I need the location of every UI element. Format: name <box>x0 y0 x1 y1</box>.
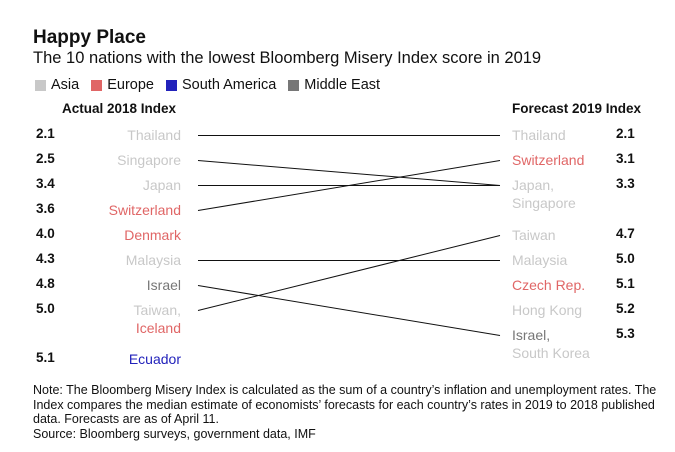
slope-line-singapore <box>197 160 501 186</box>
note-text: Note: The Bloomberg Misery Index is calc… <box>33 383 657 427</box>
left-column-header: Actual 2018 Index <box>62 101 177 116</box>
legend-swatch-middle-east <box>288 79 300 91</box>
left-label-singapore: Singapore <box>117 152 181 168</box>
right-value-1: 2.1 <box>616 126 635 141</box>
left-value-2: 2.5 <box>36 151 55 166</box>
slope-line-taiwan <box>197 235 501 311</box>
legend-label-europe: Europe <box>107 77 154 93</box>
left-value-1: 2.1 <box>36 126 55 141</box>
right-label-malaysia: Malaysia <box>512 252 568 268</box>
left-value-4: 3.6 <box>36 201 55 216</box>
right-label-czech-rep: Czech Rep. <box>512 277 586 293</box>
left-value-6: 4.3 <box>36 251 55 266</box>
right-value-4: 4.7 <box>616 226 635 241</box>
left-value-8: 5.0 <box>36 301 55 316</box>
chart-title: Happy Place <box>33 27 146 48</box>
left-value-9: 5.1 <box>36 350 55 365</box>
right-label-taiwan: Taiwan <box>512 227 556 243</box>
right-value-8: 5.3 <box>616 326 635 341</box>
right-label-south-korea: South Korea <box>512 345 590 361</box>
right-value-5: 5.0 <box>616 251 635 266</box>
right-value-7: 5.2 <box>616 301 635 316</box>
left-label-malaysia: Malaysia <box>125 252 181 268</box>
legend-swatch-europe <box>91 79 103 91</box>
right-value-6: 5.1 <box>616 276 635 291</box>
legend-item-middle-east: Middle East <box>288 77 380 93</box>
legend-swatch-asia <box>35 79 46 91</box>
slope-line-switzerland <box>197 160 501 211</box>
left-label-switzerland: Switzerland <box>108 202 181 218</box>
legend-item-south-america: South America <box>165 77 277 93</box>
legend-swatch-south-america <box>165 79 177 91</box>
legend-label-south-america: South America <box>181 77 277 93</box>
right-label-hong-kong: Hong Kong <box>512 302 583 318</box>
legend-item-asia: Asia <box>35 77 79 93</box>
legend: Asia Europe South America Middle East <box>35 77 380 93</box>
right-label-thailand: Thailand <box>512 127 566 143</box>
left-label-israel: Israel <box>146 277 181 293</box>
left-label-denmark: Denmark <box>124 227 181 243</box>
right-label-switzerland: Switzerland <box>512 152 585 168</box>
legend-item-europe: Europe <box>91 77 154 93</box>
left-value-5: 4.0 <box>36 226 55 241</box>
footnote: Note: The Bloomberg Misery Index is calc… <box>33 383 663 441</box>
left-label-ecuador: Ecuador <box>128 351 181 367</box>
right-label-japan: Japan, <box>512 177 555 193</box>
left-label-iceland: Iceland <box>135 320 181 336</box>
right-label-singapore: Singapore <box>512 195 576 211</box>
right-column-header: Forecast 2019 Index <box>512 101 642 116</box>
left-value-7: 4.8 <box>36 276 55 291</box>
legend-label-asia: Asia <box>51 77 80 93</box>
left-label-taiwan: Taiwan, <box>133 302 181 318</box>
source-text: Source: Bloomberg surveys, government da… <box>33 426 316 441</box>
right-label-israel: Israel, <box>512 327 551 343</box>
left-label-thailand: Thailand <box>127 127 181 143</box>
legend-label-middle-east: Middle East <box>304 77 381 93</box>
right-value-2: 3.1 <box>616 151 635 166</box>
slope-line-israel <box>197 285 501 336</box>
left-label-japan: Japan <box>142 177 181 193</box>
right-value-3: 3.3 <box>616 176 635 191</box>
left-value-3: 3.4 <box>36 176 55 191</box>
chart-subtitle: The 10 nations with the lowest Bloomberg… <box>33 49 542 67</box>
